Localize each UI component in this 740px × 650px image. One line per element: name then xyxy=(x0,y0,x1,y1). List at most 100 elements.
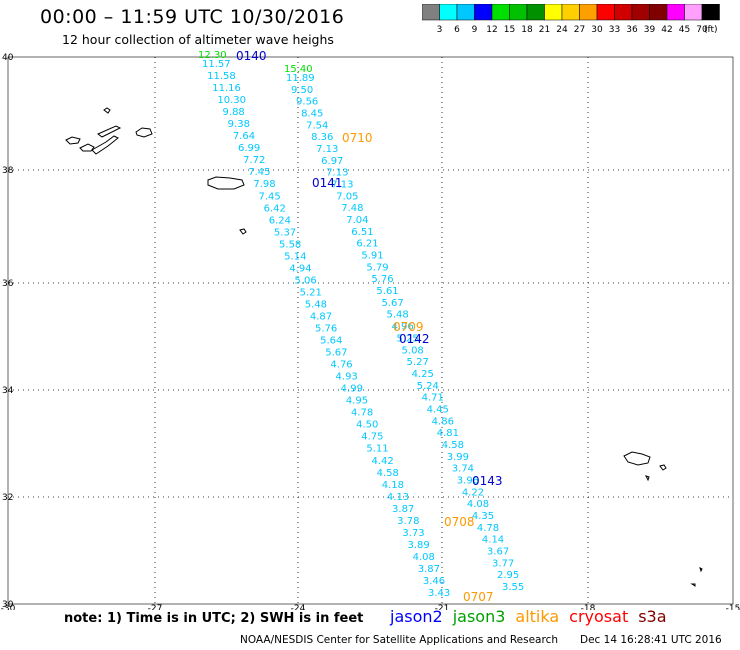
colorbar-label: 70 xyxy=(696,25,708,34)
swh-value: 3.73 xyxy=(402,528,424,539)
map-frame xyxy=(7,56,734,605)
island-corvo xyxy=(65,136,81,145)
swh-value: 4.78 xyxy=(477,523,499,534)
swh-value: 7.04 xyxy=(346,215,368,226)
lon-tick-label: -24 xyxy=(291,604,306,610)
pass-label: 0708 xyxy=(444,515,475,529)
swh-value: 2.95 xyxy=(497,570,519,581)
swh-value: 4.95 xyxy=(346,396,368,407)
colorbar-swatch xyxy=(701,4,720,21)
satellite-legend: jason2 jason3 altika cryosat s3a xyxy=(390,607,677,626)
swh-value: 8.45 xyxy=(301,109,323,120)
swh-value: 4.87 xyxy=(310,311,332,322)
island-porto-santo xyxy=(659,464,667,471)
swh-value: 4.99 xyxy=(341,384,363,395)
swh-value: 4.94 xyxy=(289,263,311,274)
swh-value: 5.25 xyxy=(397,333,419,344)
swh-value: 5.58 xyxy=(279,239,301,250)
swh-value: 5.37 xyxy=(274,227,296,238)
colorbar-unit: (ft) xyxy=(704,25,718,34)
pass-label: 0141 xyxy=(312,176,343,190)
swh-value-highlight: 15.40 xyxy=(284,64,313,75)
colorbar-label: 6 xyxy=(454,25,460,34)
colorbar-label: 45 xyxy=(679,25,690,34)
swh-value: 7.54 xyxy=(306,120,328,131)
swh-value: 7.98 xyxy=(253,179,275,190)
swh-value: 7.05 xyxy=(336,191,358,202)
legend-jason3: jason3 xyxy=(452,607,506,626)
swh-value: 6.99 xyxy=(238,143,260,154)
swh-value: 4.45 xyxy=(427,404,449,415)
map-subtitle: 12 hour collection of altimeter wave hei… xyxy=(62,32,334,47)
lon-tick-label: -27 xyxy=(148,604,163,610)
swh-value: 5.76 xyxy=(315,324,337,335)
swh-value: 5.64 xyxy=(320,336,342,347)
lat-tick-label: 38 xyxy=(2,166,14,176)
swh-value: 3.87 xyxy=(392,504,414,515)
swh-value: 4.71 xyxy=(422,393,444,404)
lat-tick-label: 32 xyxy=(2,493,13,503)
swh-value: 4.75 xyxy=(361,432,383,443)
pass-label: 0710 xyxy=(342,131,373,145)
pass-label: 0707 xyxy=(463,590,494,604)
lat-tick-label: 30 xyxy=(2,600,14,610)
satellite-tracks: 11.5711.5811.1610.309.889.387.646.997.72… xyxy=(198,50,524,599)
swh-value: 5.48 xyxy=(386,310,408,321)
island-sao-jorge xyxy=(97,125,122,138)
swh-value: 5.91 xyxy=(361,251,383,262)
colorbar-label: 36 xyxy=(626,25,638,34)
lon-tick-label: -21 xyxy=(435,604,450,610)
swh-value: 4.93 xyxy=(336,372,358,383)
legend-s3a: s3a xyxy=(638,607,667,626)
pass-label: 0140 xyxy=(236,49,267,63)
swh-value: 5.79 xyxy=(366,262,388,273)
swh-value: 10.30 xyxy=(217,95,246,106)
swh-value: 7.13 xyxy=(326,168,348,179)
swh-value: 3.43 xyxy=(428,588,450,599)
swh-value: 7.64 xyxy=(233,131,255,142)
swh-value: 4.08 xyxy=(467,499,489,510)
swh-value: 7.45 xyxy=(259,191,281,202)
swh-value: 7.72 xyxy=(243,155,265,166)
lat-tick-label: 40 xyxy=(2,53,14,63)
swh-value: 11.89 xyxy=(286,73,315,84)
swh-value: 3.77 xyxy=(492,558,514,569)
pass-label: 0709 xyxy=(393,320,424,334)
swh-value: 4.96 xyxy=(391,322,413,333)
swh-value: 7.48 xyxy=(341,203,363,214)
lon-tick-label: -15 xyxy=(726,604,740,610)
swh-value: 4.42 xyxy=(372,456,394,467)
generated-timestamp: Dec 14 16:28:41 UTC 2016 xyxy=(580,634,722,646)
swh-value: 5.27 xyxy=(407,357,429,368)
island-selvagens xyxy=(690,567,703,587)
lat-tick-label: 36 xyxy=(2,279,14,289)
wave-height-colorbar: 3 6 9 12 15 18 21 24 27 30 33 36 39 42 45 70(ft) xyxy=(422,4,720,34)
axis-tick-labels: -30 -27 -24 -21 -18 -15 40 38 36 34 32 30 xyxy=(1,53,740,610)
lon-tick-label: -18 xyxy=(581,604,596,610)
swh-value: 4.08 xyxy=(413,552,435,563)
swh-value: 4.76 xyxy=(330,360,352,371)
lat-tick-label: 34 xyxy=(2,386,14,396)
swh-value: 4.58 xyxy=(377,468,399,479)
swh-value: 11.58 xyxy=(207,71,236,82)
swh-value: 5.48 xyxy=(305,299,327,310)
pass-label: 0143 xyxy=(472,474,503,488)
swh-value: 3.89 xyxy=(407,540,429,551)
colorbar-label: 9 xyxy=(472,25,478,34)
pass-label: 0142 xyxy=(399,332,430,346)
swh-value: 5.24 xyxy=(417,381,439,392)
swh-value: 4.35 xyxy=(472,511,494,522)
swh-value: 11.57 xyxy=(202,59,231,70)
swh-value: 5.67 xyxy=(325,348,347,359)
swh-value: 5.06 xyxy=(294,275,316,286)
colorbar-label: 24 xyxy=(556,25,568,34)
swh-value: 3.55 xyxy=(502,582,524,593)
swh-value: 4.13 xyxy=(387,492,409,503)
colorbar-label: 39 xyxy=(644,25,656,34)
lat-lon-grid xyxy=(7,56,734,605)
swh-value-highlight: 12.30 xyxy=(198,50,227,61)
swh-value: 5.67 xyxy=(381,298,403,309)
swh-value: 4.14 xyxy=(482,535,504,546)
island-graciosa xyxy=(135,127,153,138)
